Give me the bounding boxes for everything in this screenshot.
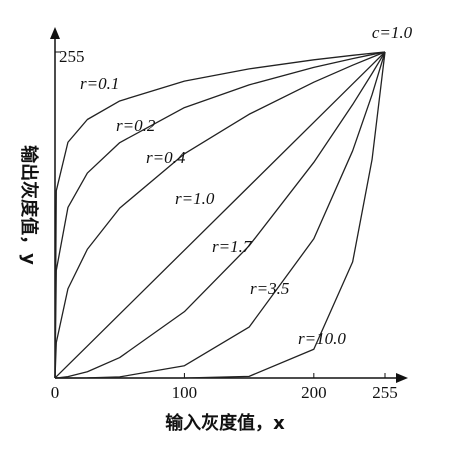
curve <box>54 51 386 379</box>
x-arrow <box>396 373 408 383</box>
curve-label: r=1.0 <box>175 189 215 208</box>
x-tick-label: 100 <box>172 383 198 402</box>
x-tick-label: 255 <box>372 383 398 402</box>
curve <box>54 51 386 379</box>
y-axis-label: 输出灰度值，y <box>18 145 40 265</box>
curve <box>55 51 386 379</box>
curve-label: r=3.5 <box>250 279 289 298</box>
x-tick-label: 0 <box>51 383 60 402</box>
annotation: c=1.0 <box>372 23 413 42</box>
y-tick-label: 255 <box>59 47 85 66</box>
x-axis-label: 输入灰度值，x <box>165 412 285 434</box>
curve <box>54 51 386 379</box>
curve-label: r=10.0 <box>298 329 346 348</box>
curve <box>54 51 386 379</box>
x-tick-label: 200 <box>301 383 327 402</box>
curve-label: r=1.7 <box>212 237 253 256</box>
curve-label: r=0.2 <box>116 116 156 135</box>
curve-label: r=0.4 <box>146 148 186 167</box>
curve-label: r=0.1 <box>80 74 119 93</box>
y-arrow <box>50 27 60 39</box>
curve <box>54 51 386 379</box>
